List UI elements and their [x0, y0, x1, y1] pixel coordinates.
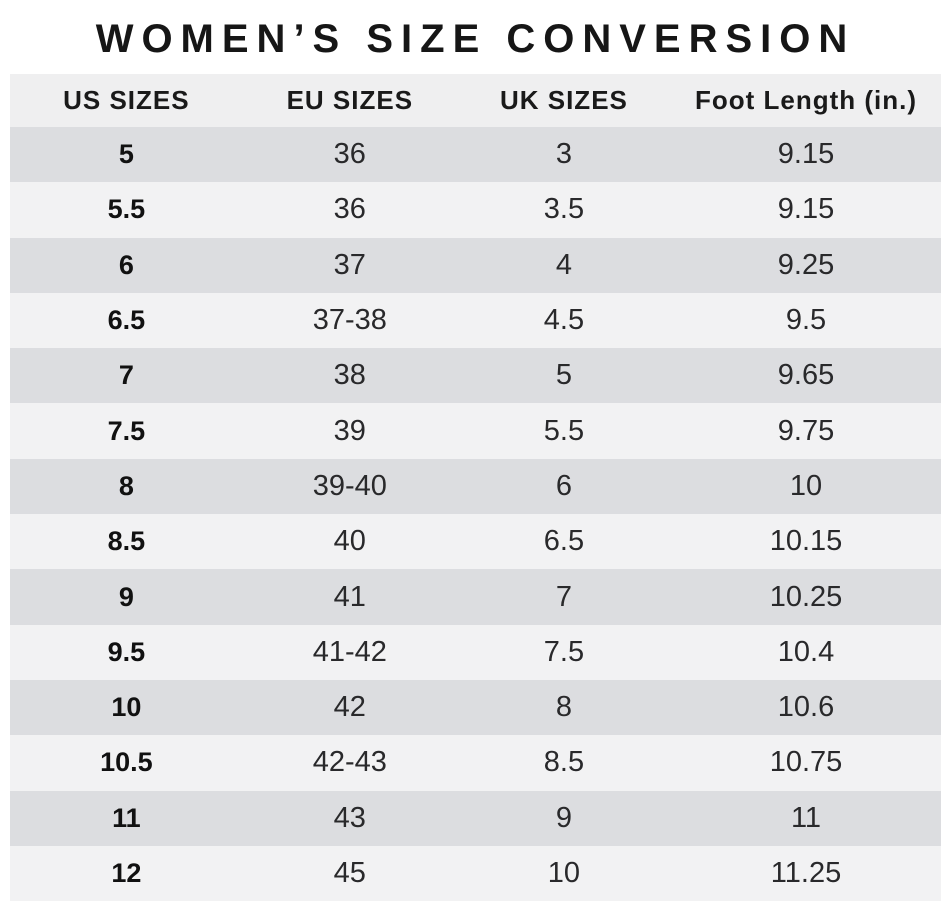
cell-foot-length: 9.75 — [777, 414, 835, 447]
cell-foot-length: 10 — [789, 469, 823, 502]
cell-us-size: 5.5 — [107, 194, 146, 225]
cell-uk-size: 5.5 — [543, 414, 585, 447]
table-row: 12 45 10 11.25 — [10, 845, 941, 902]
table-row: 9.5 41-42 7.5 10.4 — [10, 624, 941, 680]
table-row: 11 43 9 11 — [10, 790, 941, 846]
cell-eu-size: 42 — [333, 691, 366, 724]
cell-eu-size: 38 — [333, 359, 366, 392]
cell-us-size: 7.5 — [107, 415, 146, 446]
cell-foot-length: 9.25 — [777, 248, 835, 281]
cell-eu-size: 39-40 — [312, 469, 387, 502]
cell-foot-length: 11.25 — [770, 857, 842, 889]
column-header-us-sizes: US SIZES — [63, 85, 190, 115]
cell-us-size: 8 — [118, 470, 134, 501]
cell-us-size: 11 — [112, 802, 141, 833]
column-header-uk-sizes: UK SIZES — [499, 85, 628, 115]
cell-uk-size: 7 — [555, 580, 572, 613]
cell-us-size: 8.5 — [107, 526, 146, 557]
cell-uk-size: 6 — [555, 469, 572, 502]
cell-uk-size: 10 — [547, 857, 581, 889]
cell-us-size: 7 — [118, 360, 134, 391]
cell-uk-size: 4 — [555, 248, 572, 281]
cell-uk-size: 6.5 — [543, 525, 585, 558]
table-row: 10.5 42-43 8.5 10.75 — [10, 735, 941, 791]
cell-foot-length: 10.15 — [769, 525, 843, 558]
cell-eu-size: 41 — [333, 580, 366, 613]
cell-uk-size: 4.5 — [543, 304, 585, 337]
cell-uk-size: 8 — [555, 691, 572, 724]
column-header-eu-sizes: EU SIZES — [286, 85, 414, 115]
cell-foot-length: 9.5 — [785, 304, 827, 337]
cell-eu-size: 42-43 — [312, 746, 387, 779]
cell-foot-length: 9.15 — [777, 193, 835, 226]
cell-uk-size: 8.5 — [543, 746, 585, 779]
cell-foot-length: 10.4 — [777, 635, 835, 668]
cell-eu-size: 40 — [333, 525, 366, 558]
cell-uk-size: 5 — [555, 359, 572, 392]
cell-uk-size: 7.5 — [543, 635, 585, 668]
table-row: 7.5 39 5.5 9.75 — [10, 403, 941, 459]
cell-foot-length: 10.75 — [769, 746, 843, 779]
table-row: 5 36 3 9.15 — [10, 127, 941, 183]
table-row: 6.5 37-38 4.5 9.5 — [10, 292, 941, 349]
cell-foot-length: 9.15 — [777, 138, 835, 171]
table-row: 5.5 36 3.5 9.15 — [10, 182, 941, 238]
page-title: WOMEN’S SIZE CONVERSION — [95, 17, 856, 61]
cell-foot-length: 10.6 — [777, 691, 835, 724]
cell-us-size: 10.5 — [100, 747, 153, 778]
cell-us-size: 12 — [111, 858, 142, 888]
cell-foot-length: 9.65 — [777, 359, 835, 392]
cell-us-size: 9 — [118, 581, 134, 612]
table-row: 6 37 4 9.25 — [10, 237, 941, 293]
cell-foot-length: 11 — [790, 801, 822, 834]
cell-eu-size: 39 — [333, 414, 366, 447]
size-conversion-table: US SIZES EU SIZES UK SIZES Foot Length (… — [10, 74, 941, 902]
cell-us-size: 6 — [118, 249, 134, 280]
cell-uk-size: 3 — [555, 138, 572, 171]
cell-us-size: 5 — [118, 139, 134, 170]
table-header: US SIZES EU SIZES UK SIZES Foot Length (… — [10, 74, 941, 127]
cell-eu-size: 43 — [333, 801, 366, 834]
cell-eu-size: 36 — [333, 193, 366, 226]
cell-eu-size: 37 — [333, 248, 366, 281]
cell-eu-size: 36 — [333, 138, 366, 171]
table-body: 5 36 3 9.15 5.5 36 3.5 9.15 6 37 4 9.25 … — [10, 127, 941, 902]
table-header-row: US SIZES EU SIZES UK SIZES Foot Length (… — [10, 74, 941, 127]
cell-eu-size: 41-42 — [312, 635, 387, 668]
table-row: 7 38 5 9.65 — [10, 348, 941, 404]
cell-foot-length: 10.25 — [769, 580, 843, 613]
cell-eu-size: 45 — [333, 857, 366, 889]
cell-us-size: 10 — [111, 692, 142, 723]
cell-us-size: 6.5 — [107, 305, 146, 336]
column-header-foot-length: Foot Length (in.) — [694, 85, 918, 115]
table-row: 9 41 7 10.25 — [10, 569, 941, 625]
cell-eu-size: 37-38 — [312, 304, 387, 337]
cell-uk-size: 9 — [555, 801, 572, 834]
cell-uk-size: 3.5 — [543, 193, 585, 226]
table-row: 10 42 8 10.6 — [10, 679, 941, 736]
table-row: 8.5 40 6.5 10.15 — [10, 514, 941, 570]
table-row: 8 39-40 6 10 — [10, 458, 941, 515]
cell-us-size: 9.5 — [107, 636, 146, 667]
